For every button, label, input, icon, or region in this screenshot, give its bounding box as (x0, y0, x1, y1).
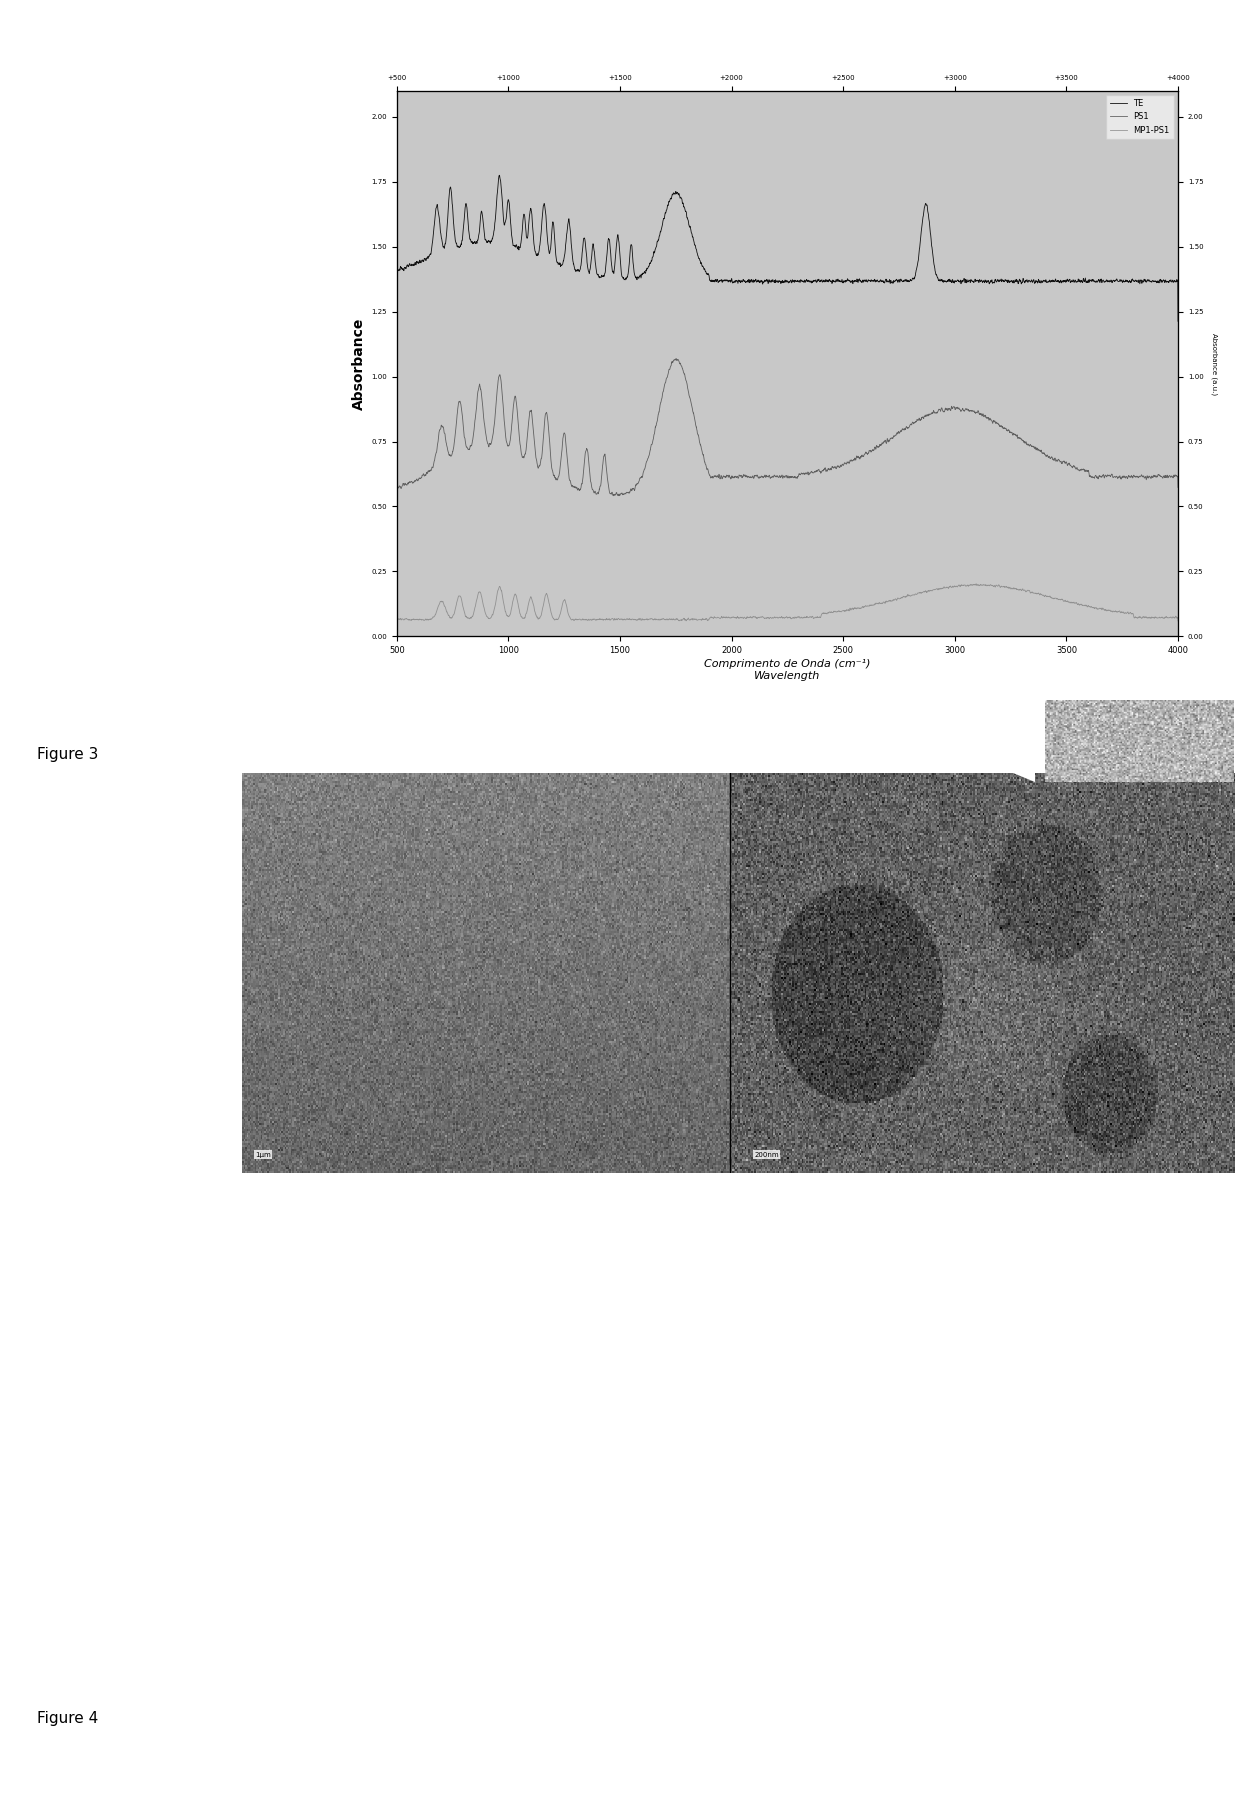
PS1 (853, 447, 868, 469)
Text: 200nm: 200nm (754, 1151, 779, 1158)
Line: MP1-PS1: MP1-PS1 (397, 584, 1178, 624)
TE (672, 184, 687, 205)
PS1 (1171, 476, 1185, 498)
TE (553, 253, 568, 275)
PS1 (389, 493, 404, 514)
PS1 (758, 465, 773, 487)
MP1-PS1 (1171, 611, 1185, 633)
X-axis label: Comprimento de Onda (cm⁻¹)
Wavelength: Comprimento de Onda (cm⁻¹) Wavelength (704, 660, 870, 680)
TE (1110, 271, 1125, 293)
Line: TE: TE (397, 175, 1178, 322)
TE (492, 164, 507, 185)
MP1-PS1 (853, 598, 868, 620)
PS1 (1110, 467, 1125, 489)
MP1-PS1 (552, 604, 567, 625)
TE (1171, 311, 1185, 333)
PS1 (668, 347, 683, 369)
PS1 (885, 425, 900, 447)
PS1 (552, 460, 567, 482)
PS1 (672, 353, 687, 375)
Polygon shape (857, 709, 1035, 782)
TE (758, 269, 773, 291)
TE (389, 304, 404, 325)
TE (853, 269, 868, 291)
Text: 1μm: 1μm (255, 1151, 270, 1158)
MP1-PS1 (389, 613, 404, 634)
Line: PS1: PS1 (397, 358, 1178, 504)
TE (885, 271, 900, 293)
Legend: TE, PS1, MP1-PS1: TE, PS1, MP1-PS1 (1106, 95, 1174, 138)
Text: Figure 4: Figure 4 (37, 1711, 98, 1725)
MP1-PS1 (885, 589, 900, 611)
MP1-PS1 (672, 609, 687, 631)
MP1-PS1 (1110, 600, 1125, 622)
Text: Figure 3: Figure 3 (37, 747, 98, 762)
Y-axis label: Absorbance (a.u.): Absorbance (a.u.) (1211, 333, 1218, 395)
MP1-PS1 (968, 573, 983, 594)
MP1-PS1 (758, 607, 773, 629)
Y-axis label: Absorbance: Absorbance (352, 318, 366, 409)
